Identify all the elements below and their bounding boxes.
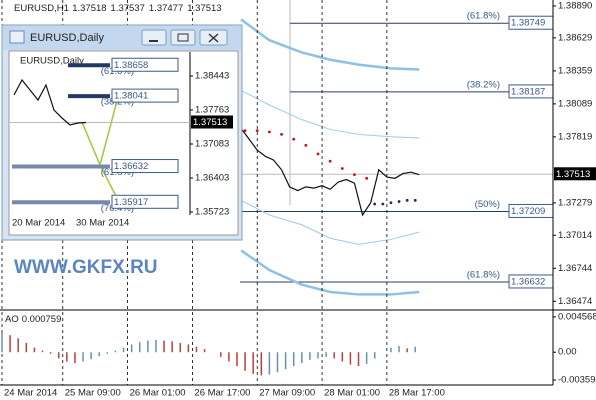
ohlc-value: 1.37518	[72, 3, 106, 14]
indicator-dot	[340, 167, 344, 170]
y-tick-label: 1.37014	[558, 230, 592, 241]
indicator-dot	[389, 201, 393, 205]
fib-price-box	[111, 159, 179, 174]
close-icon	[208, 33, 219, 43]
band-line	[240, 199, 420, 245]
fib-price: 1.35917	[114, 197, 148, 208]
current-price-box	[554, 167, 596, 181]
y-tick-label: 1.38629	[558, 32, 592, 43]
indicator-dot	[365, 176, 369, 180]
band-line	[240, 89, 420, 139]
x-tick-label: 26 Mar 01:00	[130, 388, 186, 399]
y-tick-label: 1.37279	[558, 197, 592, 208]
x-tick-label: 25 Mar 09:00	[65, 388, 121, 399]
fib-label: (61.8%)	[467, 11, 500, 22]
fib-price: 1.37209	[511, 206, 545, 217]
maximize-button[interactable]	[170, 29, 196, 46]
ao-name: AO	[5, 314, 19, 325]
ohlc-value: 1.37513	[187, 3, 221, 14]
indicator-dot	[255, 129, 259, 133]
band-line	[240, 18, 420, 71]
indicator-dot	[292, 137, 296, 141]
indicator-dot	[381, 202, 385, 206]
current-price-box	[191, 115, 233, 129]
x-tick-label: 28 Mar 17:00	[389, 388, 445, 399]
fib-price: 1.36632	[114, 161, 148, 172]
fib-price: 1.38749	[511, 18, 545, 29]
symbol: EURUSD,H1	[14, 3, 69, 14]
ohlc-value: 1.37477	[149, 3, 183, 14]
indicator-dot	[405, 198, 409, 202]
y-tick-label: 1.38359	[558, 65, 592, 76]
main-chart: EURUSD,H1 1.37518 1.37537 1.37477 1.37513 1.3…	[2, 0, 596, 308]
ao-label: AO 0.000759	[5, 314, 61, 325]
x-tick-label: 26 Mar 17:00	[194, 388, 250, 399]
x-tick-label: 28 Mar 01:00	[324, 388, 380, 399]
watermark: WWW.GKFX.RU	[14, 257, 158, 278]
y-tick-label: 1.37819	[558, 131, 592, 142]
y-tick-label: 1.35723	[195, 207, 229, 218]
indicator-dot	[243, 129, 247, 133]
fib-label: (50%)	[475, 199, 500, 210]
fib-price-box	[111, 88, 179, 103]
y-tick-label: 0.004568	[558, 311, 596, 322]
ao-value: 0.000759	[22, 314, 62, 325]
indicator-dot	[353, 173, 356, 177]
indicator-dot	[316, 152, 320, 156]
price-line	[13, 78, 87, 126]
y-tick-label: 1.37763	[195, 105, 229, 116]
chart-header: EURUSD,H1 1.37518 1.37537 1.37477 1.37513	[14, 3, 222, 14]
fib-price: 1.36632	[511, 276, 545, 287]
x-tick-label: 27 Mar 09:00	[259, 388, 315, 399]
maximize-icon	[177, 33, 189, 42]
fib-tool	[81, 96, 119, 201]
price-line	[240, 127, 420, 217]
y-tick-label: 1.36474	[558, 296, 592, 307]
fib-price: 1.38658	[114, 60, 148, 71]
y-tick-label: 1.38443	[195, 71, 229, 82]
inset-window: EURUSD,DailyEURUSD,Daily1.384431.377631.…	[1, 24, 243, 241]
fib-label: (38.2%)	[467, 79, 500, 90]
y-tick-label: 1.37083	[195, 139, 229, 150]
window-title: EURUSD,Daily	[30, 32, 104, 44]
band-line	[240, 249, 420, 296]
y-tick-label: 1.38890	[558, 1, 592, 12]
fib-price: 1.38187	[511, 86, 545, 97]
x-tick-label: 24 Mar 2014	[4, 388, 57, 399]
y-tick-label: 0.00	[558, 347, 577, 358]
indicator-dot	[373, 202, 377, 206]
fib-price: 1.38041	[114, 91, 148, 102]
indicator-dot	[413, 198, 417, 202]
indicator-dot	[280, 132, 283, 136]
y-tick-label: 1.36744	[558, 263, 592, 274]
indicator-dot	[397, 200, 401, 203]
fib-price-box	[111, 57, 179, 72]
current-price: 1.37513	[556, 169, 590, 180]
y-tick-label: 1.36403	[195, 173, 229, 184]
fib-label: (61.8%)	[467, 269, 500, 280]
y-tick-label: 1.38089	[558, 98, 592, 109]
current-price: 1.37513	[193, 117, 227, 128]
y-tick-label: -0.003598	[558, 375, 596, 386]
x-tick-label: 30 Mar 2014	[76, 218, 129, 229]
indicator-dot	[328, 159, 332, 163]
window-icon	[9, 30, 25, 44]
indicator-dot	[267, 130, 271, 134]
fib-price-box	[111, 194, 179, 209]
minimize-button[interactable]	[141, 29, 167, 46]
x-tick-label: 20 Mar 2014	[12, 218, 65, 229]
inset-symbol: EURUSD,Daily	[20, 56, 84, 67]
indicator-dot	[304, 143, 308, 147]
